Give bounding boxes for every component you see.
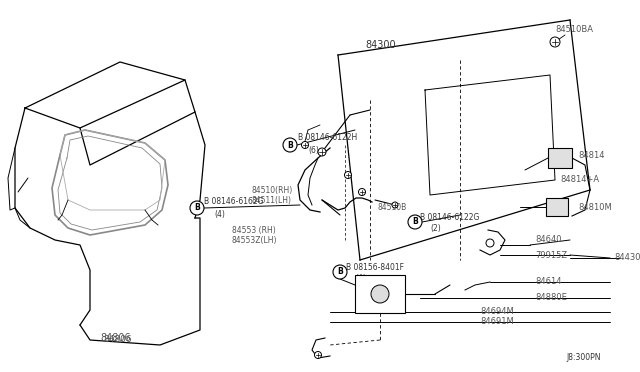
Text: 79915Z: 79915Z bbox=[535, 250, 567, 260]
Text: 84553Z(LH): 84553Z(LH) bbox=[232, 237, 278, 246]
Text: 84614: 84614 bbox=[535, 278, 561, 286]
Text: B: B bbox=[287, 141, 293, 150]
Text: 84806: 84806 bbox=[103, 336, 132, 344]
Circle shape bbox=[333, 265, 347, 279]
Text: 84430: 84430 bbox=[614, 253, 640, 263]
Circle shape bbox=[371, 285, 389, 303]
Text: B: B bbox=[337, 267, 343, 276]
Circle shape bbox=[190, 201, 204, 215]
Text: 84691M: 84691M bbox=[480, 317, 514, 327]
Circle shape bbox=[486, 239, 494, 247]
Text: 84510(RH): 84510(RH) bbox=[252, 186, 293, 195]
Text: 84814+A: 84814+A bbox=[560, 176, 599, 185]
Text: 84553 (RH): 84553 (RH) bbox=[232, 225, 276, 234]
Text: B: B bbox=[194, 203, 200, 212]
Text: B 08146-6122H: B 08146-6122H bbox=[298, 134, 357, 142]
Circle shape bbox=[314, 352, 321, 359]
Text: (4): (4) bbox=[214, 209, 225, 218]
Text: J8:300PN: J8:300PN bbox=[566, 353, 600, 362]
Text: 84880E: 84880E bbox=[535, 294, 567, 302]
Text: 84810M: 84810M bbox=[578, 202, 612, 212]
Circle shape bbox=[318, 148, 326, 156]
Text: B 08156-8401F: B 08156-8401F bbox=[346, 263, 404, 272]
Text: B 08146-6122G: B 08146-6122G bbox=[420, 212, 479, 221]
Circle shape bbox=[392, 202, 398, 208]
Text: 84300: 84300 bbox=[365, 40, 396, 50]
FancyBboxPatch shape bbox=[548, 148, 572, 168]
Circle shape bbox=[301, 141, 308, 148]
Text: 84694M: 84694M bbox=[480, 308, 514, 317]
Text: (4): (4) bbox=[355, 275, 366, 283]
Circle shape bbox=[408, 215, 422, 229]
Text: 84814: 84814 bbox=[578, 151, 605, 160]
Text: 84511(LH): 84511(LH) bbox=[252, 196, 292, 205]
Text: (2): (2) bbox=[430, 224, 441, 234]
Circle shape bbox=[283, 138, 297, 152]
Text: (6): (6) bbox=[308, 145, 319, 154]
FancyBboxPatch shape bbox=[546, 198, 568, 216]
Text: 84640: 84640 bbox=[535, 235, 561, 244]
Text: 84806: 84806 bbox=[100, 333, 131, 343]
Circle shape bbox=[358, 189, 365, 196]
Text: 84510BA: 84510BA bbox=[555, 26, 593, 35]
Text: B 08146-6162G: B 08146-6162G bbox=[204, 198, 264, 206]
Circle shape bbox=[344, 171, 351, 179]
Text: B: B bbox=[412, 218, 418, 227]
FancyBboxPatch shape bbox=[355, 275, 405, 313]
Text: 84510B: 84510B bbox=[378, 203, 407, 212]
Circle shape bbox=[550, 37, 560, 47]
